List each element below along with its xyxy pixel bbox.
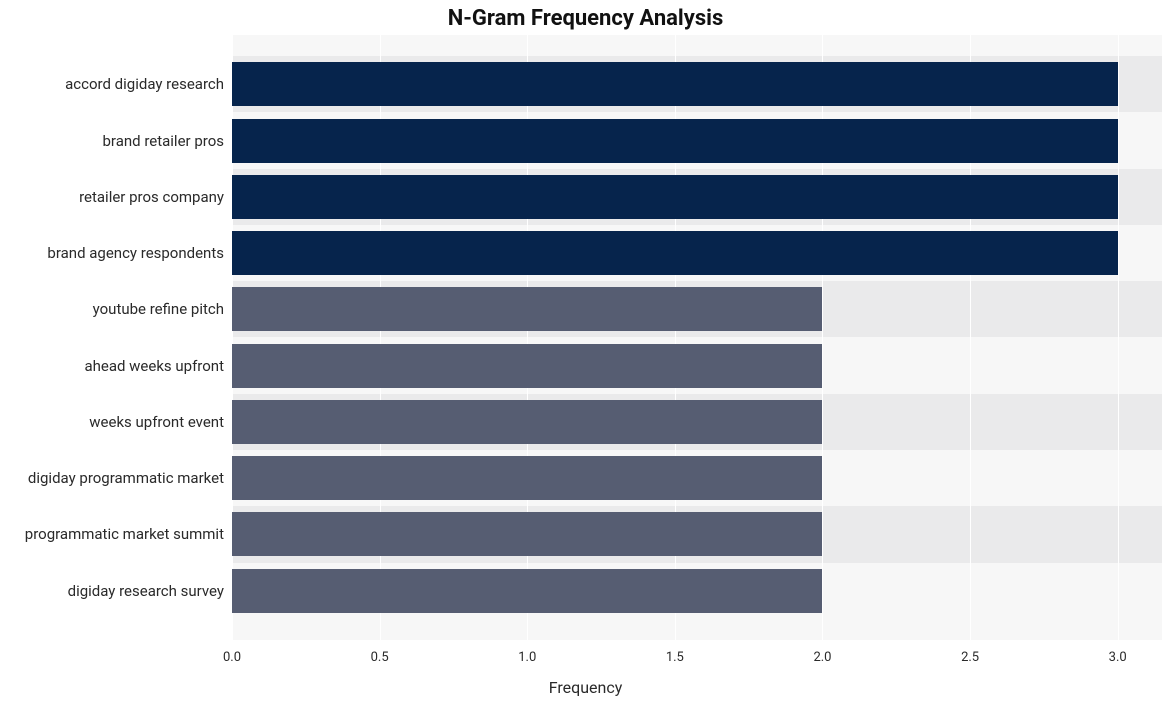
- x-tick-label: 2.0: [813, 640, 831, 665]
- x-axis-label: Frequency: [0, 678, 1171, 697]
- bar: [232, 344, 822, 388]
- bar: [232, 287, 822, 331]
- y-category-label: brand agency respondents: [47, 244, 232, 262]
- bar: [232, 400, 822, 444]
- ngram-frequency-chart: N-Gram Frequency Analysis accord digiday…: [0, 0, 1171, 701]
- bar: [232, 175, 1118, 219]
- bar: [232, 512, 822, 556]
- x-tick-label: 0.0: [223, 640, 241, 665]
- plot-area: accord digiday researchbrand retailer pr…: [232, 35, 1162, 640]
- y-category-label: weeks upfront event: [89, 413, 232, 431]
- y-category-label: programmatic market summit: [25, 525, 232, 543]
- chart-title: N-Gram Frequency Analysis: [0, 6, 1171, 31]
- y-category-label: ahead weeks upfront: [84, 357, 232, 375]
- x-tick-label: 3.0: [1109, 640, 1127, 665]
- x-tick-label: 1.0: [518, 640, 536, 665]
- y-category-label: accord digiday research: [65, 75, 232, 93]
- x-tick-label: 2.5: [961, 640, 979, 665]
- y-category-label: brand retailer pros: [102, 132, 232, 150]
- x-tick-label: 1.5: [666, 640, 684, 665]
- y-category-label: retailer pros company: [79, 188, 232, 206]
- y-category-label: digiday research survey: [68, 582, 232, 600]
- x-tick-label: 0.5: [371, 640, 389, 665]
- y-category-label: youtube refine pitch: [93, 300, 232, 318]
- bar: [232, 62, 1118, 106]
- bar: [232, 119, 1118, 163]
- bar: [232, 231, 1118, 275]
- y-category-label: digiday programmatic market: [28, 469, 232, 487]
- gridline: [1118, 35, 1119, 640]
- bar: [232, 456, 822, 500]
- bar: [232, 569, 822, 613]
